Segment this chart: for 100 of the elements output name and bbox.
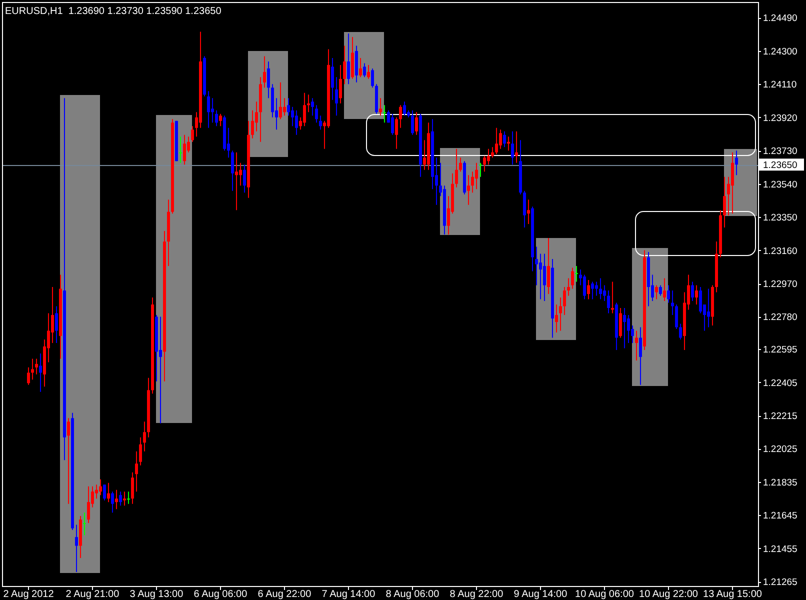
candlestick bbox=[603, 284, 606, 302]
ref-line-label: 1.23650 bbox=[763, 160, 798, 172]
candlestick bbox=[399, 104, 402, 128]
candlestick bbox=[411, 110, 414, 136]
candlestick bbox=[679, 323, 682, 340]
candlestick bbox=[619, 307, 622, 338]
candlestick bbox=[595, 281, 598, 296]
candlestick bbox=[303, 92, 306, 127]
x-tick-label: 10 Aug 22:00 bbox=[639, 589, 698, 600]
candlestick bbox=[667, 284, 670, 304]
candlestick bbox=[211, 98, 214, 124]
candlestick bbox=[67, 418, 70, 504]
candlestick bbox=[87, 486, 90, 524]
candlestick bbox=[487, 148, 490, 166]
candlestick bbox=[359, 57, 362, 78]
candlestick bbox=[83, 512, 86, 536]
candlestick bbox=[547, 238, 550, 294]
candlestick bbox=[723, 176, 726, 228]
y-tick-label: 1.23730 bbox=[763, 146, 798, 158]
candlestick bbox=[499, 129, 502, 150]
y-tick-label: 1.23160 bbox=[763, 246, 798, 257]
candlestick bbox=[527, 199, 530, 225]
candlestick bbox=[291, 106, 294, 127]
candlestick bbox=[623, 307, 626, 349]
candlestick bbox=[139, 436, 142, 466]
candlestick bbox=[415, 112, 418, 136]
x-tick-label: 3 Aug 13:00 bbox=[130, 589, 184, 600]
candlestick bbox=[367, 64, 370, 80]
candlestick bbox=[119, 491, 122, 506]
candlestick bbox=[639, 326, 642, 386]
candlestick bbox=[243, 164, 246, 194]
y-tick-label: 1.22025 bbox=[763, 444, 798, 456]
candlestick bbox=[179, 136, 182, 164]
y-tick-label: 1.23920 bbox=[763, 112, 798, 124]
candlestick bbox=[675, 304, 678, 330]
candlestick bbox=[35, 358, 38, 375]
y-tick-label: 1.24110 bbox=[763, 80, 797, 91]
candlestick bbox=[395, 116, 398, 150]
candlestick bbox=[31, 358, 34, 380]
y-tick-label: 1.22215 bbox=[763, 411, 798, 422]
x-tick-label: 2 Aug 2012 bbox=[3, 589, 54, 600]
x-tick-label: 8 Aug 06:00 bbox=[386, 589, 440, 600]
candlestick bbox=[503, 130, 506, 148]
candlestick bbox=[515, 130, 518, 164]
candlestick bbox=[135, 450, 138, 492]
candlestick bbox=[331, 57, 334, 100]
candlestick bbox=[219, 113, 222, 127]
candlestick bbox=[571, 267, 574, 290]
x-tick-label: 9 Aug 14:00 bbox=[514, 589, 568, 600]
x-tick-label: 6 Aug 06:00 bbox=[194, 589, 248, 600]
x-tick-label: 6 Aug 22:00 bbox=[258, 589, 312, 600]
candlestick bbox=[115, 489, 118, 510]
candlestick bbox=[599, 278, 602, 300]
candlestick bbox=[363, 62, 366, 78]
candlestick bbox=[383, 104, 386, 124]
candlestick bbox=[559, 296, 562, 332]
candlestick bbox=[287, 98, 290, 116]
candlestick bbox=[511, 130, 514, 166]
candlestick bbox=[183, 134, 186, 166]
candlestick bbox=[459, 157, 462, 172]
candlestick bbox=[103, 484, 106, 501]
candlestick bbox=[371, 68, 374, 88]
candlestick bbox=[159, 316, 162, 424]
candlestick bbox=[575, 266, 578, 282]
x-tick-label: 7 Aug 14:00 bbox=[322, 589, 376, 600]
candlestick bbox=[471, 171, 474, 194]
candlestick bbox=[707, 288, 710, 328]
candlestick bbox=[251, 110, 254, 139]
candlestick bbox=[495, 127, 498, 155]
candlestick bbox=[339, 64, 342, 104]
candlestick bbox=[343, 45, 346, 85]
candlestick bbox=[699, 286, 702, 314]
candlestick bbox=[539, 253, 542, 300]
x-tick-label: 8 Aug 22:00 bbox=[450, 589, 504, 600]
candlestick bbox=[279, 82, 282, 120]
candlestick bbox=[671, 290, 674, 316]
candlestick bbox=[55, 306, 58, 344]
candlestick bbox=[27, 366, 30, 386]
y-tick-label: 1.22595 bbox=[763, 344, 798, 356]
candlestick bbox=[335, 76, 338, 116]
y-tick-label: 1.23350 bbox=[763, 212, 798, 224]
candlestick bbox=[191, 126, 194, 142]
candlestick bbox=[523, 190, 526, 228]
candlestick bbox=[107, 482, 110, 503]
chart-title: EURUSD,H1 1.23690 1.23730 1.23590 1.23650 bbox=[5, 6, 222, 17]
candlestick bbox=[627, 314, 630, 344]
candlestick bbox=[731, 152, 734, 214]
candlestick bbox=[143, 421, 146, 452]
candlestick bbox=[587, 280, 590, 300]
candlestick bbox=[319, 115, 322, 130]
candlestick bbox=[111, 491, 114, 514]
candlestick bbox=[467, 174, 470, 206]
candlestick bbox=[491, 146, 494, 158]
y-tick-label: 1.21835 bbox=[763, 477, 798, 488]
y-tick-label: 1.22405 bbox=[763, 378, 798, 389]
y-tick-label: 1.21455 bbox=[763, 544, 798, 555]
candlestick bbox=[267, 60, 270, 99]
candlestick bbox=[255, 101, 258, 132]
candlestick bbox=[607, 290, 610, 314]
candlestick bbox=[567, 278, 570, 296]
